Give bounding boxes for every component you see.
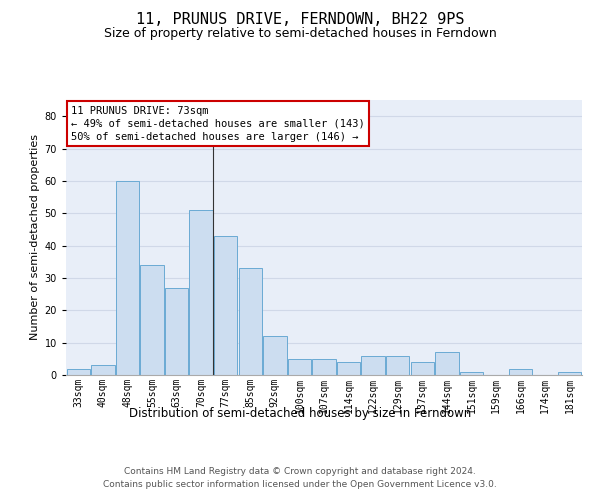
- Text: 11, PRUNUS DRIVE, FERNDOWN, BH22 9PS: 11, PRUNUS DRIVE, FERNDOWN, BH22 9PS: [136, 12, 464, 28]
- Bar: [91, 366, 115, 375]
- Bar: [239, 268, 262, 375]
- Bar: [140, 265, 164, 375]
- Bar: [313, 359, 335, 375]
- Text: Contains HM Land Registry data © Crown copyright and database right 2024.
Contai: Contains HM Land Registry data © Crown c…: [103, 468, 497, 489]
- Bar: [116, 181, 139, 375]
- Bar: [337, 362, 360, 375]
- Bar: [410, 362, 434, 375]
- Bar: [460, 372, 483, 375]
- Bar: [435, 352, 458, 375]
- Bar: [263, 336, 287, 375]
- Text: 11 PRUNUS DRIVE: 73sqm
← 49% of semi-detached houses are smaller (143)
50% of se: 11 PRUNUS DRIVE: 73sqm ← 49% of semi-det…: [71, 106, 365, 142]
- Bar: [558, 372, 581, 375]
- Bar: [165, 288, 188, 375]
- Bar: [386, 356, 409, 375]
- Text: Distribution of semi-detached houses by size in Ferndown: Distribution of semi-detached houses by …: [129, 408, 471, 420]
- Bar: [361, 356, 385, 375]
- Bar: [214, 236, 238, 375]
- Bar: [190, 210, 213, 375]
- Bar: [509, 368, 532, 375]
- Y-axis label: Number of semi-detached properties: Number of semi-detached properties: [31, 134, 40, 340]
- Bar: [288, 359, 311, 375]
- Text: Size of property relative to semi-detached houses in Ferndown: Size of property relative to semi-detach…: [104, 28, 496, 40]
- Bar: [67, 368, 90, 375]
